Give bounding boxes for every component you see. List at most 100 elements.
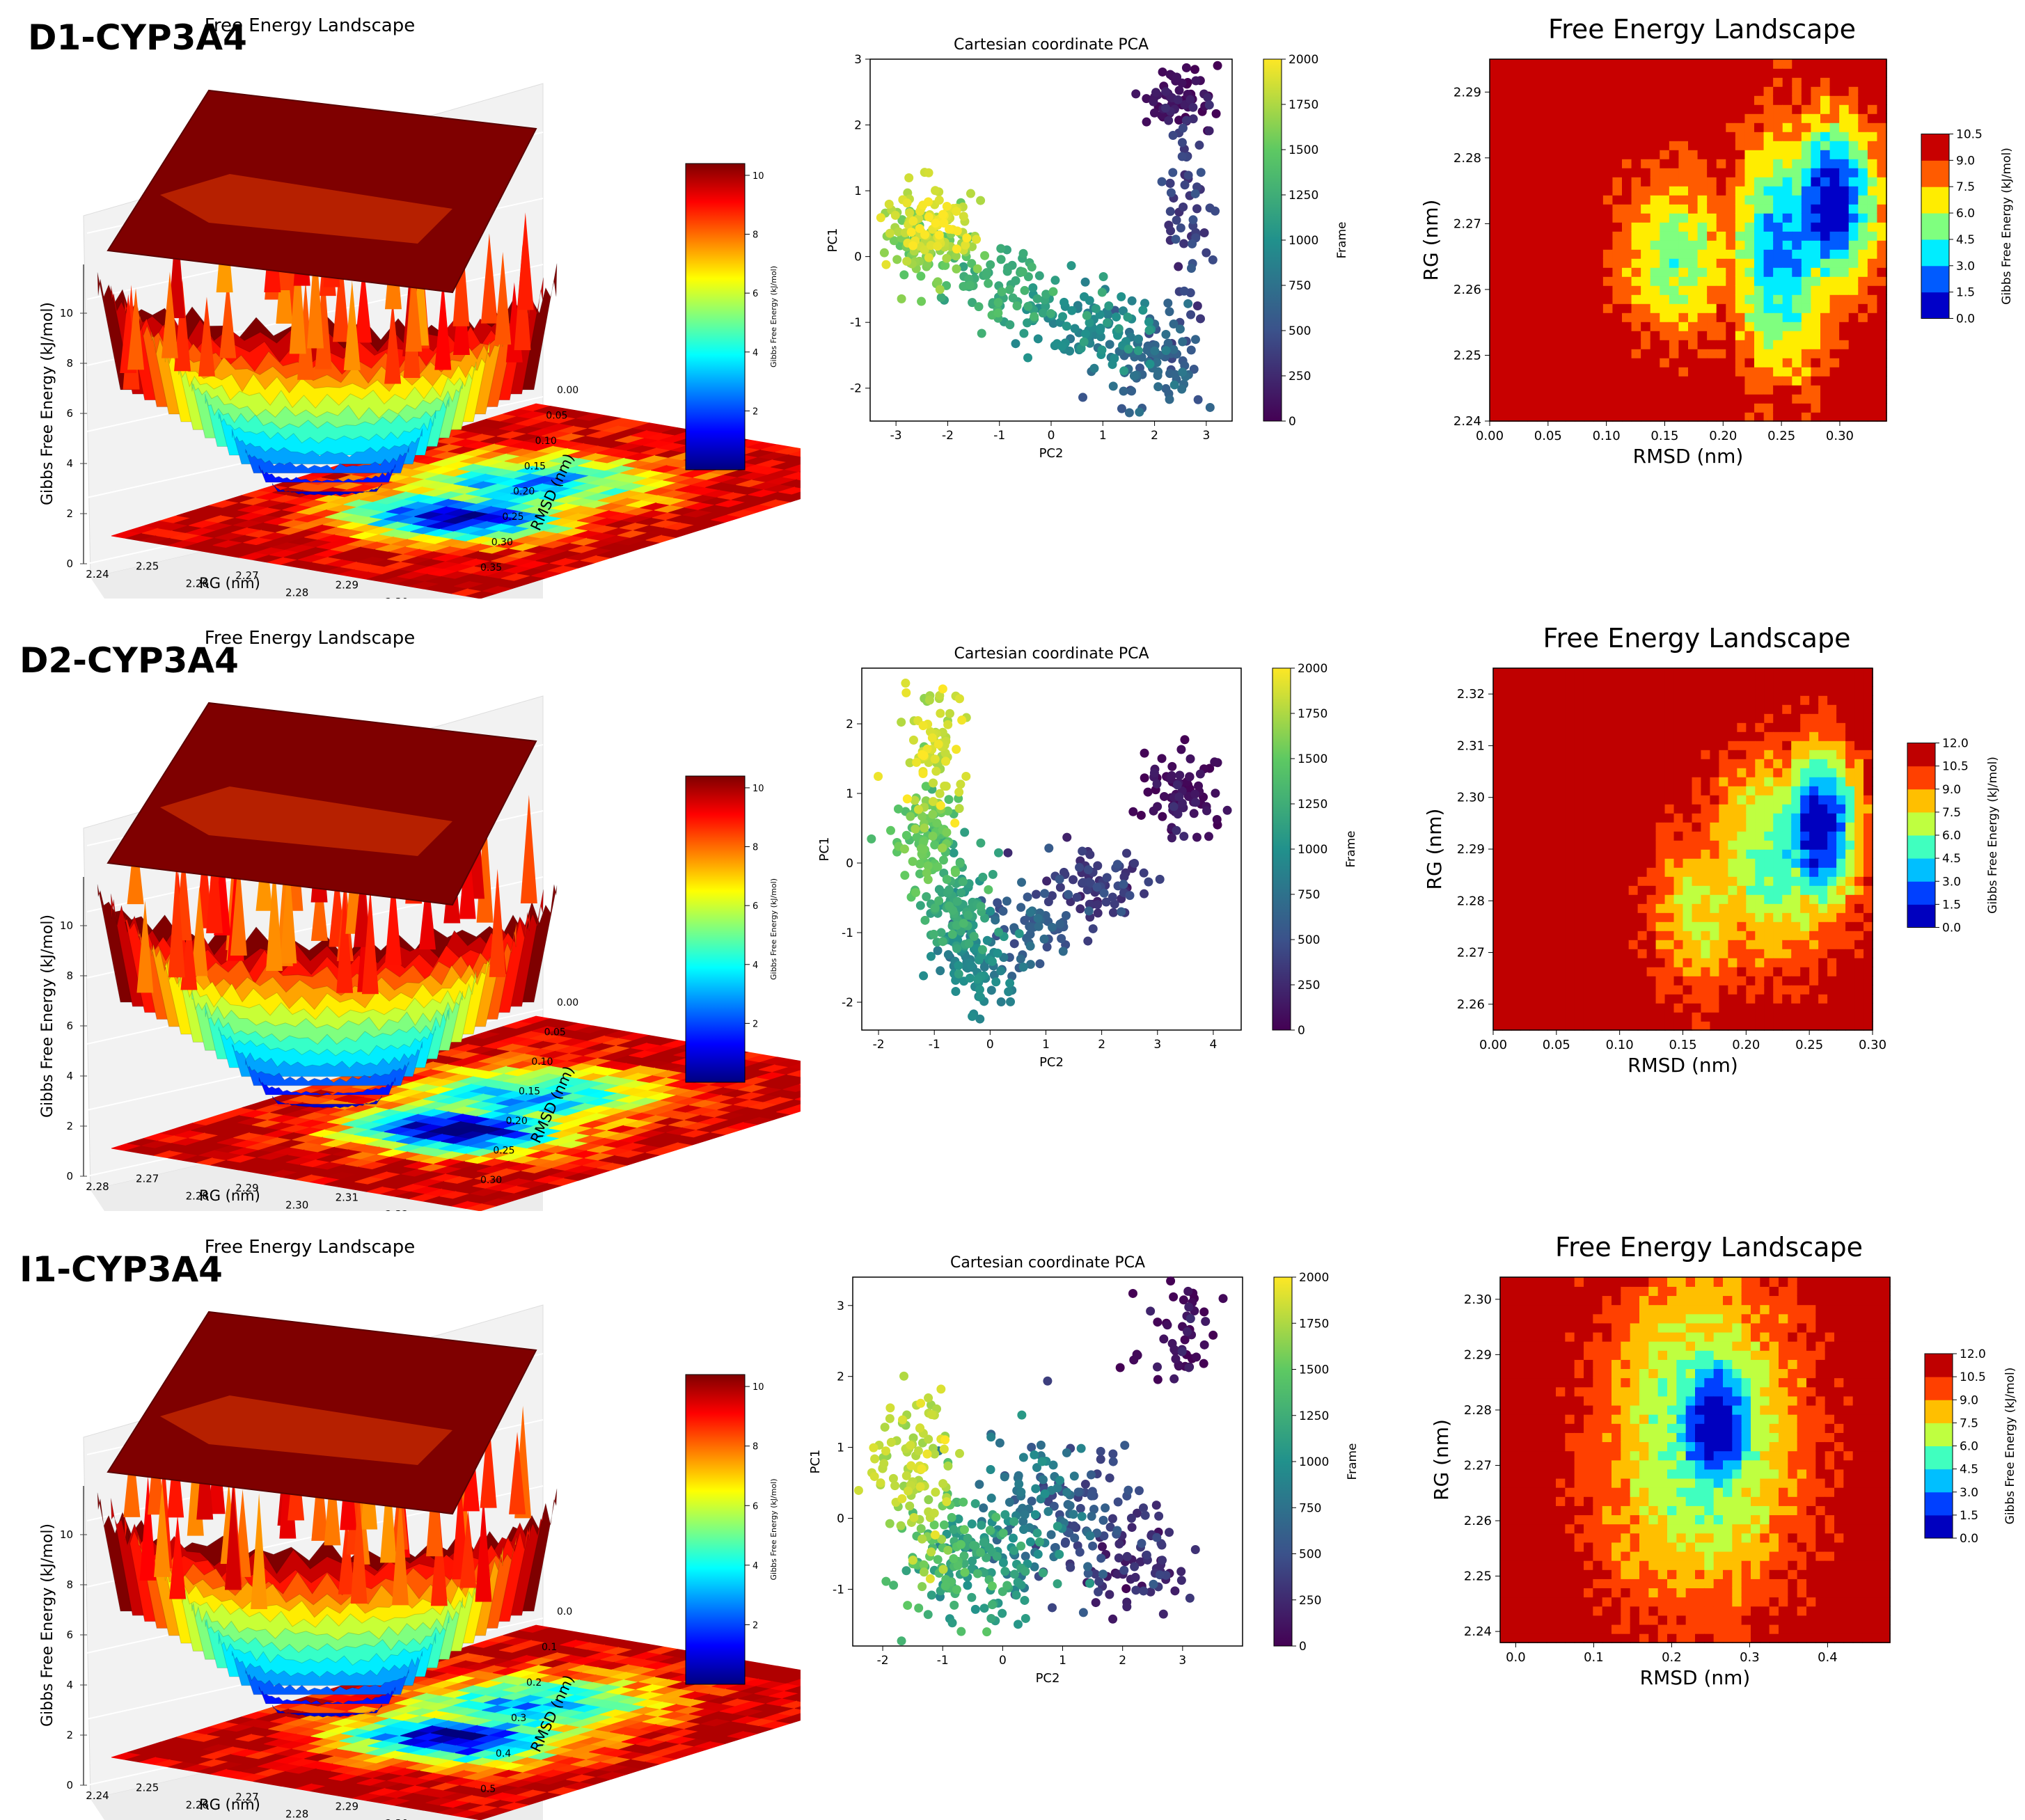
pca-point	[1003, 848, 1012, 857]
contour-colorbar	[1907, 743, 1935, 928]
pca-point	[1084, 865, 1093, 874]
pca-point	[976, 1548, 985, 1557]
pca-point	[1192, 1352, 1201, 1361]
pca-point	[1085, 850, 1094, 859]
pca-point	[1076, 1504, 1085, 1513]
colorbar-tick-label: 500	[1298, 933, 1320, 947]
pca-point	[1032, 1528, 1041, 1537]
y-axis-label: RG (nm)	[1423, 809, 1446, 890]
pca-point	[1009, 1517, 1018, 1526]
pca-point	[917, 1582, 927, 1591]
pca-point	[911, 825, 920, 834]
pca-point	[1087, 1491, 1096, 1501]
pca-point	[1103, 873, 1112, 882]
pca-point	[1153, 1375, 1163, 1384]
pca-point	[952, 944, 961, 953]
pca-point	[909, 1513, 918, 1522]
y-tick-label: 2.28	[1464, 1403, 1492, 1418]
pca-point	[996, 244, 1005, 253]
pca-point	[1128, 296, 1137, 306]
colorbar-tick-label: 1000	[1289, 234, 1318, 248]
pca-point	[1122, 849, 1131, 858]
x-tick-label: 3	[1153, 1038, 1161, 1052]
pca-point	[1102, 898, 1111, 907]
pca-point	[916, 271, 925, 280]
pca-point	[984, 279, 993, 288]
pca-point	[924, 253, 933, 262]
x-tick-label: 0.30	[1826, 429, 1854, 443]
pca-point	[973, 264, 982, 274]
colorbar-label: Frame	[1335, 222, 1349, 259]
pca-point	[1055, 1475, 1064, 1485]
pca-point	[988, 1581, 997, 1590]
pca-point	[1182, 116, 1191, 125]
x-axis-label: RG (nm)	[199, 575, 260, 592]
colorbar-tick-label: 2000	[1299, 1271, 1329, 1285]
pca-point	[999, 1558, 1008, 1567]
pca-point	[1080, 292, 1089, 301]
pca-point	[1005, 979, 1014, 988]
pca-point	[938, 937, 947, 946]
pca-point	[1023, 354, 1032, 363]
pca-point	[1005, 1498, 1014, 1507]
pca-point	[916, 901, 925, 910]
pca-point	[897, 1521, 906, 1530]
pca-point	[936, 801, 945, 810]
colorbar-tick-label: 9.0	[1942, 783, 1961, 797]
pca-point	[1081, 1480, 1090, 1489]
pca-point	[1040, 889, 1049, 898]
pca-point	[986, 1465, 995, 1474]
pca-point	[1201, 248, 1211, 258]
pca-point	[966, 281, 975, 290]
pca-point	[1167, 188, 1176, 197]
pca-point	[1019, 249, 1028, 258]
y-tick-label: 2.26	[1457, 997, 1485, 1012]
y-axis-label: RG (nm)	[1430, 1419, 1453, 1501]
x-axis-label: RMSD (nm)	[1640, 1666, 1751, 1689]
pca-point	[1211, 789, 1220, 798]
pca-point	[980, 251, 989, 260]
rmsd-tick-label: 0.3	[511, 1713, 526, 1724]
pca-point	[1206, 403, 1215, 412]
pca-point	[1053, 1521, 1062, 1530]
pca-point	[881, 1446, 890, 1455]
pca-point	[1021, 1552, 1030, 1561]
pca-point	[924, 168, 933, 177]
frame-colorbar	[1272, 668, 1291, 1030]
pca-point	[1154, 1512, 1163, 1521]
y-tick-label: -1	[833, 1583, 844, 1597]
pca-point	[1223, 806, 1232, 815]
pca-point	[906, 812, 915, 821]
pca-point	[968, 1012, 977, 1021]
pca-point	[1161, 330, 1170, 339]
colorbar-tick-label: 10.5	[1956, 128, 1983, 142]
pca-point	[1146, 1306, 1155, 1315]
rg-tick-label: 2.29	[336, 578, 358, 591]
pca-point	[901, 688, 911, 697]
pca-point	[1021, 1510, 1030, 1519]
pca-point	[933, 277, 943, 286]
rmsd-tick-label: 0.05	[544, 1027, 566, 1038]
pca-point	[1135, 408, 1144, 417]
pca-point	[994, 298, 1003, 307]
y-axis-label: RG (nm)	[1420, 200, 1442, 281]
pca-point	[953, 897, 962, 906]
pca-point	[991, 977, 1000, 986]
pca-point	[914, 805, 923, 814]
pca-point	[1083, 1562, 1092, 1571]
y-tick-label: 2.31	[1457, 738, 1485, 753]
pca-point	[954, 788, 963, 797]
pca-point	[1062, 1488, 1071, 1497]
x-tick-label: 0.20	[1709, 429, 1737, 443]
pca-point	[1119, 880, 1128, 889]
pca-point	[983, 936, 992, 945]
colorbar-tick-label: 3.0	[1956, 260, 1975, 274]
z-tick-label: 4	[66, 1679, 73, 1691]
colorbar-tick-label: 1250	[1289, 189, 1318, 203]
pca-point	[1108, 1450, 1117, 1459]
pca-point	[940, 1435, 950, 1444]
z-tick-label: 10	[60, 307, 73, 319]
